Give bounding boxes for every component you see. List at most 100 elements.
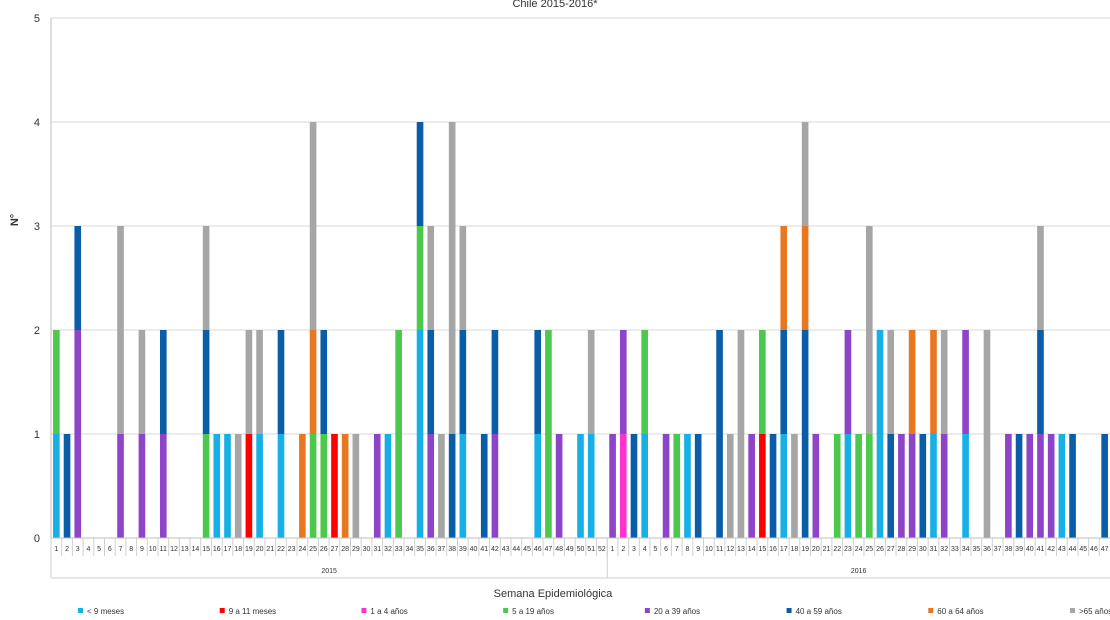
x-tick-label: 8: [686, 546, 690, 553]
bar-segment: [277, 434, 285, 538]
y-tick-label: 1: [34, 429, 40, 441]
legend-swatch: [786, 608, 792, 613]
x-tick-label: 6: [664, 546, 668, 553]
x-tick-label: 2: [621, 546, 625, 553]
bar-segment: [320, 434, 328, 538]
x-tick-label: 32: [384, 546, 392, 553]
x-tick-label: 33: [951, 546, 959, 553]
x-tick-label: 48: [555, 546, 563, 553]
bar-segment: [480, 434, 488, 538]
bar-segment: [930, 434, 937, 538]
x-tick-label: 21: [823, 546, 831, 553]
x-tick-label: 18: [234, 546, 242, 553]
bar-segment: [791, 434, 798, 538]
y-axis-label: N°: [9, 214, 21, 226]
bar-segment: [673, 434, 681, 538]
legend-swatch: [219, 608, 225, 613]
x-tick-label: 10: [705, 546, 713, 553]
bar-segment: [801, 226, 809, 330]
bar-segment: [769, 434, 777, 538]
bar-segment: [641, 330, 648, 434]
x-tick-label: 15: [758, 546, 766, 553]
bar-segment: [898, 434, 905, 538]
bar-segment: [320, 330, 328, 434]
bar-segment: [1026, 434, 1034, 538]
x-tick-label: 39: [1015, 546, 1023, 553]
legend-swatch: [78, 608, 83, 613]
x-tick-label: 35: [416, 546, 424, 553]
bar-segment: [459, 226, 467, 330]
bar-segment: [780, 434, 788, 538]
bar-segment: [224, 434, 231, 538]
bar-segment: [844, 330, 852, 434]
x-tick-label: 7: [675, 546, 679, 553]
x-tick-label: 45: [523, 546, 531, 553]
legend-swatch: [503, 608, 509, 613]
x-tick-label: 21: [266, 546, 274, 553]
bar-segment: [448, 434, 456, 538]
x-tick-label: 40: [1026, 546, 1034, 553]
x-tick-label: 24: [298, 546, 306, 553]
bar-segment: [53, 434, 60, 538]
x-tick-label: 1: [611, 546, 615, 553]
x-tick-label: 29: [352, 546, 360, 553]
bar-segment: [245, 330, 253, 434]
bar-segment: [780, 226, 788, 330]
bar-segment: [416, 330, 424, 538]
bar-segment: [299, 434, 306, 538]
x-tick-label: 29: [908, 546, 916, 553]
x-tick-label: 25: [309, 546, 317, 553]
bar-segment: [277, 330, 285, 434]
legend-swatch: [928, 608, 934, 613]
x-tick-label: 23: [288, 546, 296, 553]
bar-segment: [876, 330, 884, 538]
x-tick-label: 34: [962, 546, 970, 553]
x-tick-label: 47: [1101, 546, 1109, 553]
legend-swatch: [1070, 608, 1075, 613]
legend-swatch: [644, 608, 650, 613]
bar-segment: [555, 434, 563, 538]
x-tick-label: 4: [86, 546, 90, 553]
bar-segment: [438, 434, 445, 538]
bar-segment: [160, 330, 167, 434]
bar-segment: [427, 330, 435, 434]
bar-segment: [74, 330, 82, 538]
bar-segment: [427, 226, 435, 330]
bar-segment: [866, 434, 873, 538]
x-tick-label: 6: [108, 546, 112, 553]
bar-segment: [587, 434, 595, 538]
x-tick-label: 38: [1004, 546, 1012, 553]
y-tick-label: 0: [34, 533, 40, 545]
x-tick-label: 11: [160, 546, 167, 553]
legend-label: 9 a 11 meses: [229, 607, 276, 616]
bar-segment: [930, 330, 937, 434]
y-tick-label: 4: [34, 117, 40, 129]
bar-segment: [395, 330, 402, 538]
bar-segment: [202, 434, 210, 538]
bar-segment: [983, 330, 991, 538]
x-tick-label: 1: [54, 546, 58, 553]
x-tick-label: 45: [1079, 546, 1087, 553]
x-tick-label: 9: [140, 546, 144, 553]
bar-segment: [331, 434, 338, 538]
bar-segment: [138, 330, 146, 434]
bar-segment: [662, 434, 670, 538]
bar-segment: [1015, 434, 1023, 538]
bar-segment: [1058, 434, 1066, 538]
bar-segment: [1037, 226, 1044, 330]
legend-label: < 9 meses: [87, 607, 124, 616]
bar-segment: [577, 434, 584, 538]
bar-segment: [534, 434, 542, 538]
bar-segment: [309, 434, 317, 538]
x-tick-label: 30: [919, 546, 927, 553]
bar-segment: [1101, 434, 1108, 538]
bar-segment: [373, 434, 381, 538]
x-tick-label: 19: [801, 546, 809, 553]
bar-segment: [416, 226, 424, 330]
bar-segment: [962, 434, 969, 538]
bar-segment: [491, 330, 499, 434]
x-group-label: 2015: [321, 568, 337, 575]
bar-segment: [1069, 434, 1076, 538]
bar-segment: [940, 330, 948, 434]
